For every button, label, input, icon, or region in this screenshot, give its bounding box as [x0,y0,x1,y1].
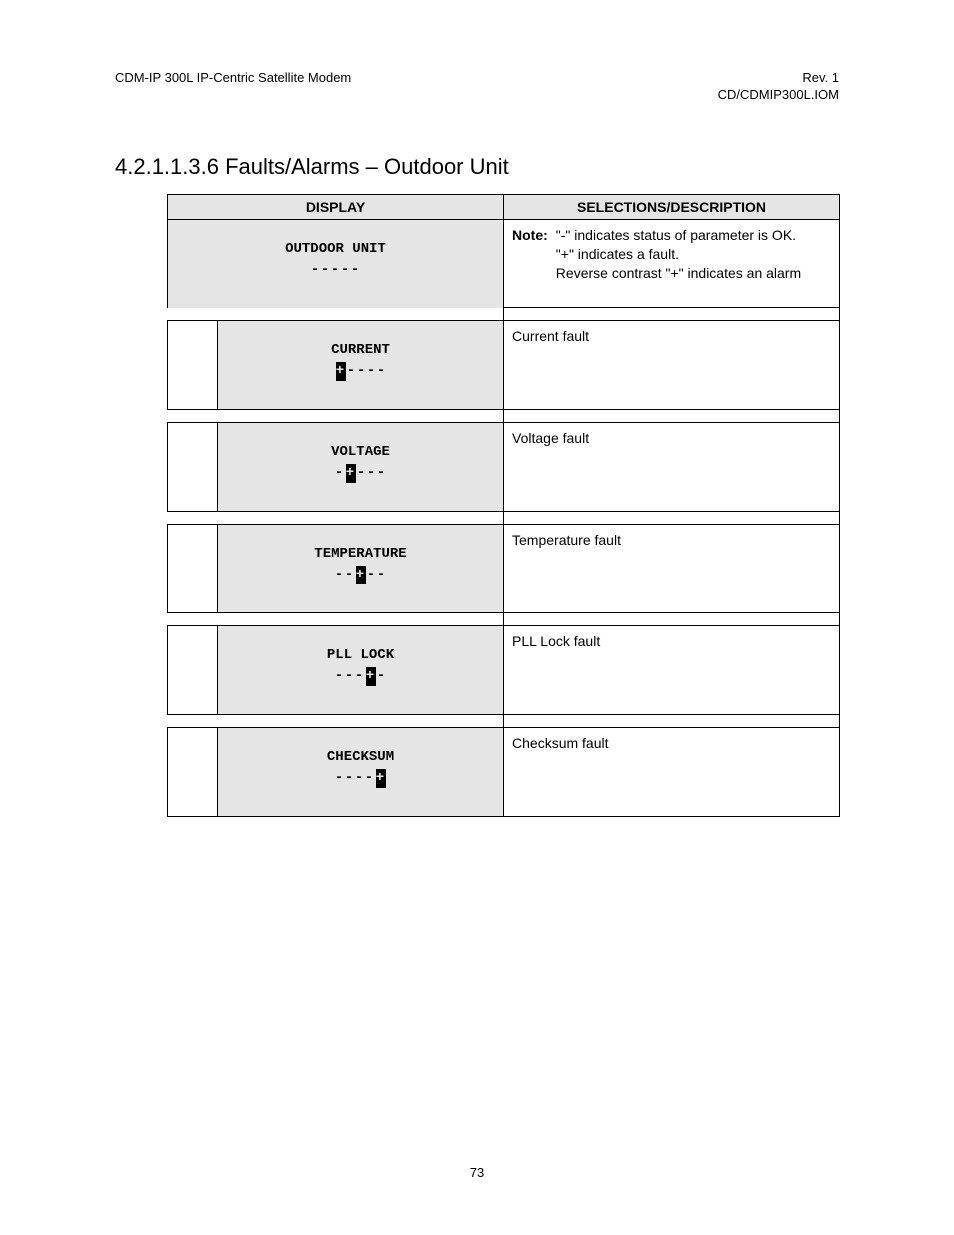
status-char: - [377,464,387,483]
status-char: - [377,362,387,381]
status-char-inverted: + [346,464,356,483]
display-status: ----+ [228,769,493,788]
table-row: PLL LOCK---+-PLL Lock fault [168,626,840,715]
note-line: "-" indicates status of parameter is OK. [556,226,801,245]
header-doc: CD/CDMIP300L.IOM [718,87,839,104]
display-title: PLL LOCK [228,646,493,665]
status-char-inverted: + [366,667,376,686]
display-cell: PLL LOCK---+- [218,626,504,715]
display-cell: TEMPERATURE--+-- [218,524,504,613]
section-title: 4.2.1.1.3.6 Faults/Alarms – Outdoor Unit [115,154,839,180]
display-status: ---+- [228,667,493,686]
display-title: CURRENT [228,341,493,360]
table-header-row: DISPLAY SELECTIONS/DESCRIPTION [168,194,840,219]
main-desc: Note: "-" indicates status of parameter … [504,219,840,307]
main-display: OUTDOOR UNIT ----- [168,219,504,307]
header-rev: Rev. 1 [718,70,839,87]
page: CDM-IP 300L IP-Centric Satellite Modem R… [0,0,954,1235]
display-cell: VOLTAGE-+--- [218,422,504,511]
main-display-status: ----- [178,261,493,280]
status-char-inverted: + [336,362,346,381]
spacer-row [168,715,840,728]
note-body: "-" indicates status of parameter is OK.… [556,226,801,283]
header-display: DISPLAY [168,194,504,219]
desc-cell: PLL Lock fault [504,626,840,715]
status-char: - [331,261,341,280]
display-title: TEMPERATURE [228,545,493,564]
status-char: - [351,261,361,280]
indent-cell [168,728,218,817]
desc-cell: Checksum fault [504,728,840,817]
indent-cell [168,626,218,715]
status-char: - [367,464,377,483]
table-row: VOLTAGE-+---Voltage fault [168,422,840,511]
status-char: - [347,362,357,381]
table-row: CHECKSUM----+Checksum fault [168,728,840,817]
display-cell: CURRENT+---- [218,321,504,410]
status-char: - [377,566,387,585]
spacer-row [168,613,840,626]
note-label: Note: [512,226,556,283]
status-char: - [355,667,365,686]
status-char: - [377,667,387,686]
status-char: - [335,769,345,788]
indent-cell [168,321,218,410]
header-right: Rev. 1 CD/CDMIP300L.IOM [718,70,839,104]
indent-cell [168,422,218,511]
display-status: --+-- [228,566,493,585]
desc-cell: Current fault [504,321,840,410]
faults-table: DISPLAY SELECTIONS/DESCRIPTION OUTDOOR U… [167,194,840,817]
page-header: CDM-IP 300L IP-Centric Satellite Modem R… [115,70,839,104]
display-title: VOLTAGE [228,443,493,462]
spacer-row [168,511,840,524]
display-cell: CHECKSUM----+ [218,728,504,817]
spacer-row [168,308,840,321]
status-char: - [335,464,345,483]
main-display-title: OUTDOOR UNIT [178,240,493,259]
status-char: - [367,566,377,585]
display-status: +---- [228,362,493,381]
status-char: - [335,566,345,585]
main-row: OUTDOOR UNIT ----- Note: "-" indicates s… [168,219,840,307]
status-char: - [367,362,377,381]
status-char: - [345,566,355,585]
note-line: "+" indicates a fault. [556,245,801,264]
status-char: - [335,667,345,686]
spacer-row [168,409,840,422]
status-char: - [345,667,355,686]
status-char: - [321,261,331,280]
status-char: - [311,261,321,280]
header-desc: SELECTIONS/DESCRIPTION [504,194,840,219]
status-char-inverted: + [356,566,366,585]
display-status: -+--- [228,464,493,483]
desc-cell: Temperature fault [504,524,840,613]
status-char: - [341,261,351,280]
status-char: - [357,464,367,483]
table-row: CURRENT+----Current fault [168,321,840,410]
display-title: CHECKSUM [228,748,493,767]
status-char: - [355,769,365,788]
desc-cell: Voltage fault [504,422,840,511]
status-char: - [365,769,375,788]
status-char-inverted: + [376,769,386,788]
table-row: TEMPERATURE--+--Temperature fault [168,524,840,613]
status-char: - [345,769,355,788]
status-char: - [357,362,367,381]
indent-cell [168,524,218,613]
page-number: 73 [0,1165,954,1180]
header-left: CDM-IP 300L IP-Centric Satellite Modem [115,70,351,104]
note-line: Reverse contrast "+" indicates an alarm [556,264,801,283]
